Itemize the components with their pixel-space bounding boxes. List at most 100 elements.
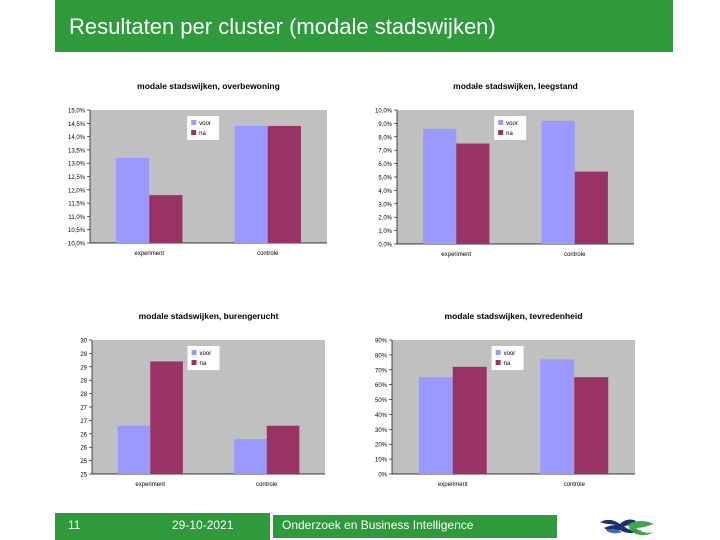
legend-label-na: na: [504, 361, 511, 367]
footer-org-background: [273, 515, 557, 538]
legend-swatch-na: [495, 360, 501, 365]
y-tick-label: 15,0%: [68, 109, 86, 115]
chart-svg-overbewoning: modale stadswijken, overbewoning 10,0% 10,…: [68, 81, 327, 257]
bar-na-controle: [574, 171, 608, 244]
y-tick-label: 30%: [375, 428, 388, 434]
y-tick-label: 30: [80, 339, 87, 345]
page-number: 11: [68, 518, 81, 532]
y-tick-label: 50%: [375, 398, 388, 404]
title-bar: Resultaten per cluster (modale stadswijk…: [55, 0, 673, 52]
bar-na-experiment: [150, 361, 183, 474]
chart-title: modale stadswijken, leegstand: [453, 81, 578, 91]
chart-svg-leegstand: modale stadswijken, leegstand 0,0% 1,0% 2,0…: [375, 81, 634, 258]
y-tick-label: 60%: [375, 383, 388, 389]
chart-title: modale stadswijken, burengerucht: [139, 311, 279, 321]
legend-swatch-voor: [498, 120, 504, 125]
bar-voor-experiment: [423, 128, 457, 244]
y-tick-label: 2,0%: [378, 216, 392, 222]
y-tick-label: 29: [80, 365, 87, 371]
y-tick-label: 40%: [375, 413, 388, 419]
y-tick-label: 26: [80, 432, 87, 438]
y-tick-label: 1,0%: [378, 229, 392, 235]
x-tick-label: experiment: [135, 482, 165, 488]
bar-na-experiment: [456, 143, 490, 244]
bar-na-controle: [574, 377, 609, 474]
bar-na-controle: [266, 425, 300, 474]
y-tick-label: 12,5%: [68, 175, 86, 181]
y-tick-label: 11,5%: [68, 202, 85, 208]
legend-label-na: na: [200, 361, 207, 367]
legend-swatch-voor: [495, 350, 501, 355]
legend-label-voor: voor: [200, 351, 212, 357]
y-tick-label: 20%: [375, 443, 388, 449]
y-tick-label: 0%: [378, 473, 387, 479]
y-tick-label: 25: [80, 473, 87, 479]
footer-organization: Onderzoek en Business Intelligence: [282, 518, 474, 532]
y-tick-label: 28: [80, 379, 87, 385]
chart-tevredenheid: modale stadswijken, tevredenheid 0% 10% 20%…: [365, 300, 655, 495]
y-tick-label: 12,0%: [68, 188, 86, 194]
slide-title: Resultaten per cluster (modale stadswijk…: [69, 14, 496, 39]
y-tick-label: 25: [80, 459, 87, 465]
y-tick-label: 8,0%: [378, 135, 392, 141]
y-tick-label: 27: [80, 406, 87, 412]
y-tick-label: 4,0%: [378, 189, 392, 195]
legend-swatch-na: [191, 130, 197, 135]
y-tick-label: 27: [80, 419, 87, 425]
y-tick-label: 80%: [375, 353, 388, 359]
x-tick-label: controle: [564, 252, 586, 258]
legend-swatch-na: [191, 360, 197, 365]
x-tick-label: controle: [564, 482, 586, 488]
chart-leegstand: modale stadswijken, leegstand 0,0% 1,0% 2,0…: [365, 70, 665, 265]
bar-voor-experiment: [117, 425, 151, 474]
y-tick-label: 9,0%: [378, 122, 392, 128]
y-tick-label: 10,0%: [375, 109, 393, 115]
chart-title: modale stadswijken, tevredenheid: [445, 311, 583, 321]
chart-svg-burengerucht: modale stadswijken, burengerucht 25 25 26 26…: [80, 311, 325, 488]
bar-na-controle: [267, 125, 301, 243]
footer-date: 29-10-2021: [172, 518, 234, 532]
bar-voor-experiment: [116, 157, 150, 243]
x-tick-label: experiment: [441, 252, 471, 258]
bar-voor-controle: [234, 439, 267, 474]
legend-label-voor: voor: [506, 121, 518, 127]
legend-swatch-na: [498, 130, 504, 135]
bar-voor-experiment: [418, 377, 453, 474]
legend-label-voor: voor: [199, 121, 211, 127]
y-tick-label: 28: [80, 392, 87, 398]
y-tick-label: 10,5%: [68, 228, 86, 234]
y-tick-label: 3,0%: [378, 202, 392, 208]
y-tick-label: 70%: [375, 368, 388, 374]
bar-na-experiment: [452, 366, 487, 474]
x-tick-label: controle: [256, 482, 278, 488]
y-tick-label: 0,0%: [378, 243, 392, 249]
y-tick-label: 29: [80, 352, 87, 358]
y-tick-label: 26: [80, 446, 87, 452]
legend-swatch-voor: [191, 350, 197, 355]
y-tick-label: 14,0%: [68, 135, 86, 141]
bar-voor-controle: [234, 125, 268, 243]
chart-overbewoning: modale stadswijken, overbewoning 10,0% 10,…: [60, 70, 390, 265]
bar-voor-controle: [541, 120, 575, 244]
y-tick-label: 13,0%: [68, 162, 86, 168]
chart-svg-tevredenheid: modale stadswijken, tevredenheid 0% 10% 20%…: [375, 311, 635, 488]
birds-logo-icon: [600, 519, 654, 536]
y-tick-label: 5,0%: [378, 176, 392, 182]
chart-title: modale stadswijken, overbewoning: [137, 81, 280, 91]
legend-label-na: na: [506, 131, 513, 137]
x-tick-label: experiment: [134, 251, 164, 257]
bar-na-experiment: [149, 195, 183, 243]
y-tick-label: 13,5%: [68, 148, 86, 154]
y-tick-label: 10,0%: [68, 242, 86, 248]
y-tick-label: 7,0%: [378, 149, 392, 155]
legend-label-na: na: [199, 131, 206, 137]
x-tick-label: experiment: [438, 482, 468, 488]
y-tick-label: 11,0%: [68, 215, 85, 221]
y-tick-label: 6,0%: [378, 162, 392, 168]
y-tick-label: 14,5%: [68, 122, 86, 128]
y-tick-label: 10%: [375, 458, 388, 464]
bar-voor-controle: [540, 359, 575, 474]
y-tick-label: 90%: [375, 339, 388, 345]
legend-label-voor: voor: [504, 351, 516, 357]
chart-burengerucht: modale stadswijken, burengerucht 25 25 26 26…: [60, 300, 335, 495]
